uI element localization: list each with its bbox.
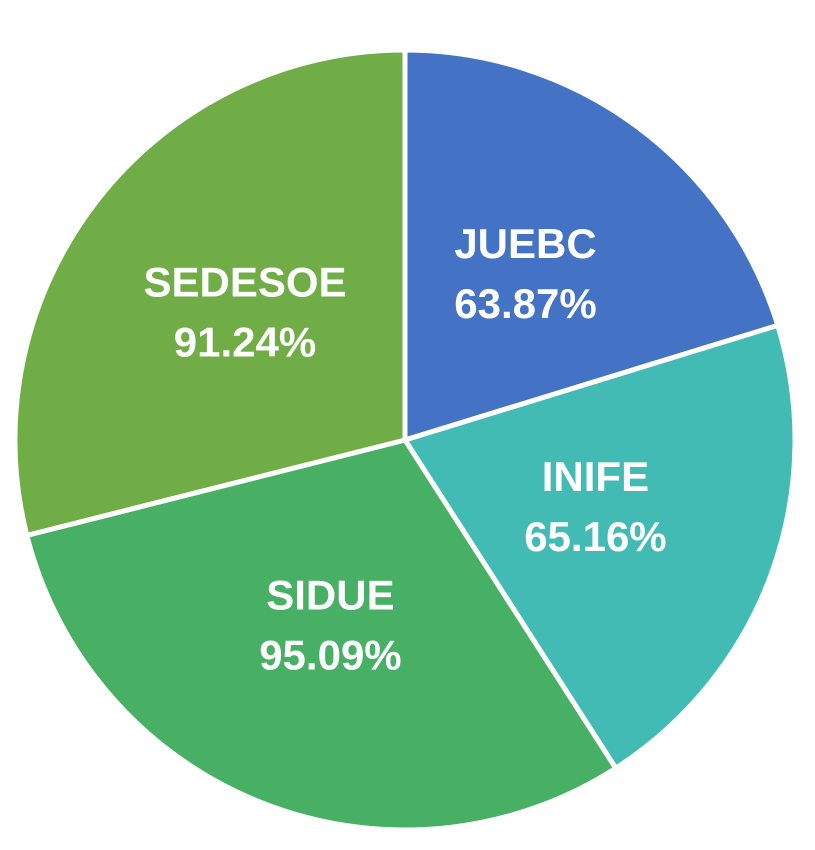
slice-label: SIDUE xyxy=(266,572,394,619)
slice-value-label: 95.09% xyxy=(259,632,401,679)
slice-label: JUEBC xyxy=(454,220,596,267)
slice-label: SEDESOE xyxy=(143,258,346,305)
pie-slice xyxy=(12,47,408,539)
pie-slice xyxy=(402,47,781,444)
slice-label: INIFE xyxy=(542,453,649,500)
pie-slice xyxy=(23,437,620,833)
slice-value-label: 65.16% xyxy=(524,513,666,560)
slice-value-label: 63.87% xyxy=(454,280,596,327)
pie-slice xyxy=(401,322,798,772)
slice-value-label: 91.24% xyxy=(174,318,316,365)
